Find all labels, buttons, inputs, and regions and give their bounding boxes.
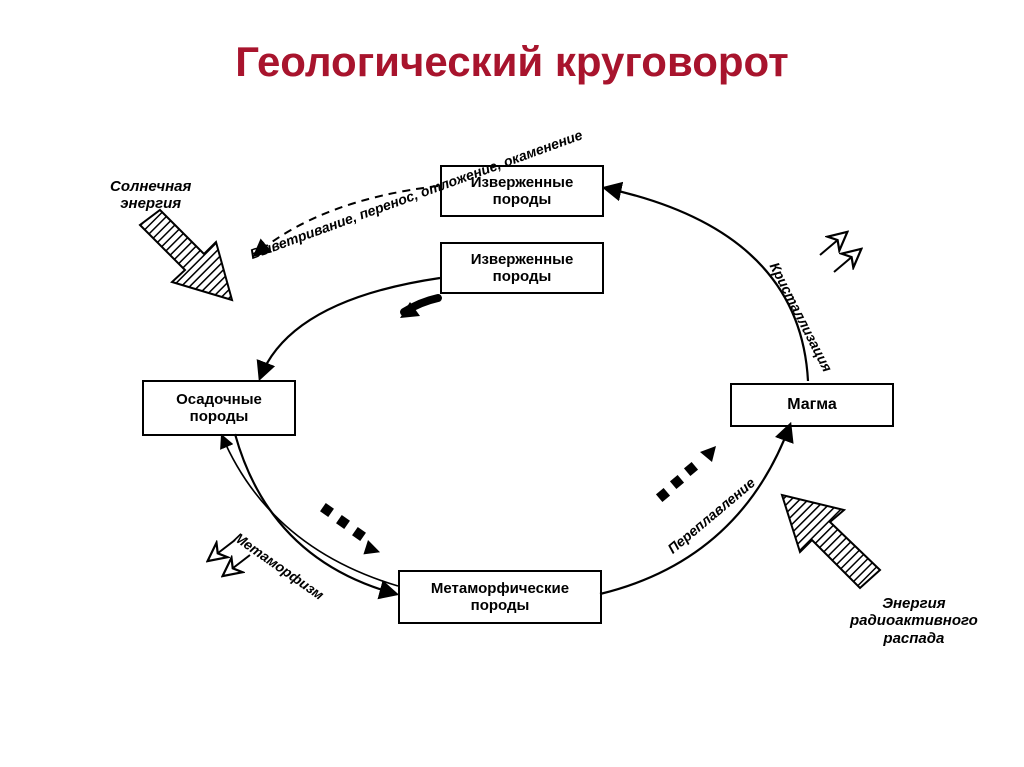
page-title: Геологический круговорот xyxy=(0,38,1024,86)
open-arrows-crystallization xyxy=(820,233,860,272)
dashed-thick-metamorphism xyxy=(320,503,382,557)
solar-energy-label: Солнечная энергия xyxy=(110,178,191,213)
dashed-thick-remelting xyxy=(656,446,716,502)
edge-remelting-label: Переплавление xyxy=(665,475,758,557)
radioactive-energy-arrow xyxy=(782,495,880,588)
radioactive-energy-label: Энергия радиоактивного распада xyxy=(850,595,978,647)
edge-crystallization-label: Кристаллизация xyxy=(766,260,834,374)
node-magma: Магма xyxy=(730,383,894,427)
solar-energy-arrow xyxy=(140,210,232,300)
edge-metamorphism-label: Метаморфизм xyxy=(231,530,326,603)
node-metamorphic: Метаморфические породы xyxy=(398,570,602,624)
node-igneous-mid: Изверженные породы xyxy=(440,242,604,294)
node-sedimentary: Осадочные породы xyxy=(142,380,296,436)
